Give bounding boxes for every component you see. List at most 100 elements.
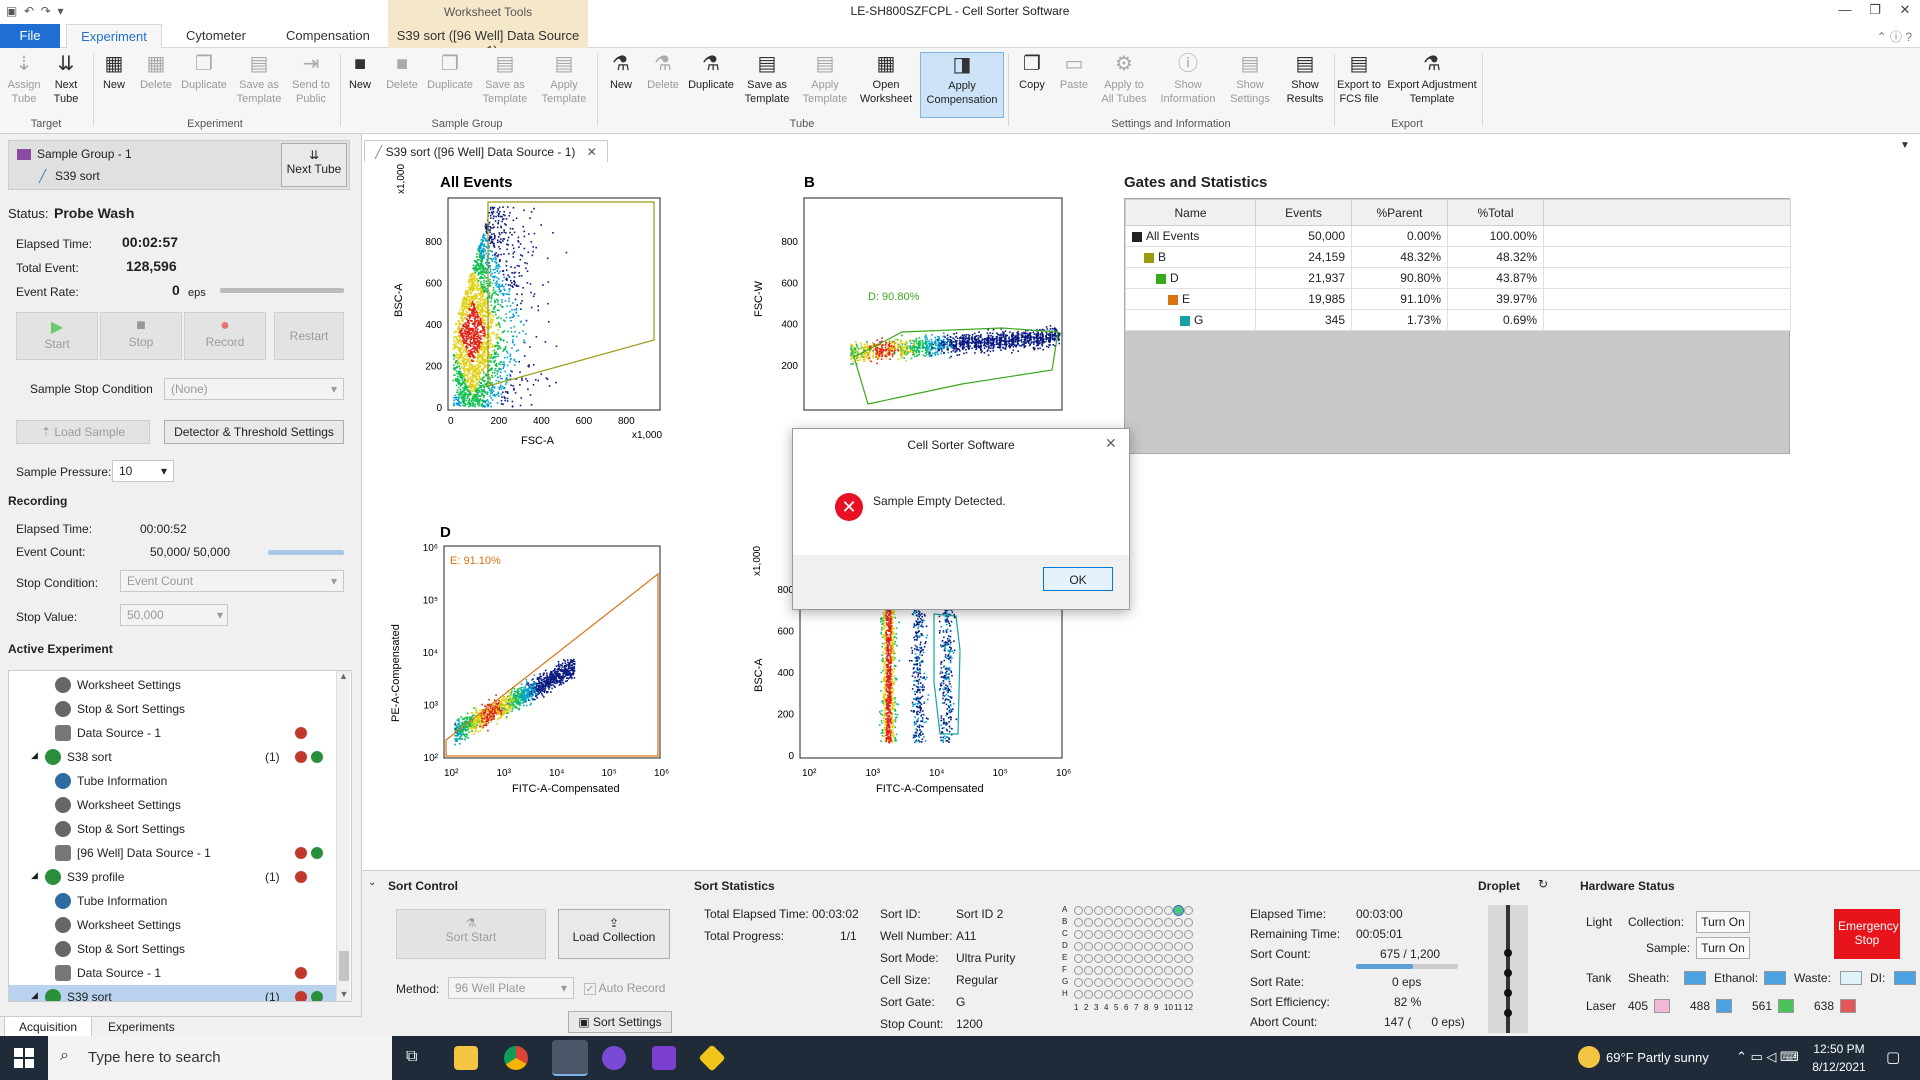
export-fcs-button[interactable]: ▤ Export to FCS file [1336,52,1382,106]
tube-new-button[interactable]: ⚗ New [604,52,638,92]
tree-item[interactable]: ◢ S39 sort (1) [9,985,343,1002]
experiment-save-template-button[interactable]: ▤ Save as Template [234,52,284,106]
event-dot [463,297,465,299]
apply-all-tubes-button[interactable]: ⚙ Apply to All Tubes [1098,52,1150,106]
sample-pressure-select[interactable]: 10 ▾ [112,460,174,482]
tree-item[interactable]: Stop & Sort Settings [9,817,343,841]
experiment-delete-button[interactable]: ▦ Delete [138,52,174,92]
event-dot [974,333,976,335]
scroll-up-icon[interactable]: ▲ [337,671,350,681]
tree-item[interactable]: Stop & Sort Settings [9,697,343,721]
tube-save-template-button[interactable]: ▤ Save as Template [742,52,792,106]
document-tab[interactable]: ╱ S39 sort ([96 Well] Data Source - 1) ✕ [364,140,608,162]
load-sample-button[interactable]: ⇡ Load Sample [16,420,150,444]
close-icon[interactable]: ✕ [1890,2,1920,18]
event-dot [940,343,942,345]
tab-experiments[interactable]: Experiments [98,1020,175,1034]
event-dot [866,343,868,345]
copy-button[interactable]: ❐ Copy [1014,52,1050,92]
restore-icon[interactable]: ❐ [1860,2,1890,18]
sample-group-new-button[interactable]: ■ New [344,52,376,92]
tab-experiment[interactable]: Experiment [66,24,162,48]
tube-delete-button[interactable]: ⚗ Delete [644,52,682,92]
save-icon[interactable]: ▣ [6,4,17,18]
event-dot [955,346,957,348]
tree-item[interactable]: Tube Information [9,769,343,793]
event-dot [472,354,474,356]
event-dot [496,380,498,382]
help-icons[interactable]: ⌃ ⓘ ? [1877,28,1912,45]
rec-stop-condition-select[interactable]: Event Count ▾ [120,570,344,592]
expand-icon[interactable]: ◢ [31,870,38,881]
detector-threshold-button[interactable]: Detector & Threshold Settings [164,420,344,444]
event-dot [547,258,549,260]
tree-item[interactable]: Data Source - 1 [9,721,343,745]
event-dot [977,343,979,345]
tree-item[interactable]: ◢ S39 profile (1) [9,865,343,889]
tree-item[interactable]: Worksheet Settings [9,913,343,937]
next-tube-button[interactable]: ⇊ Next Tube [46,52,86,106]
minimize-icon[interactable]: — [1830,2,1860,18]
expand-icon[interactable]: ◢ [31,990,38,1001]
close-tab-icon[interactable]: ✕ [587,145,597,159]
open-worksheet-button[interactable]: ▦ Open Worksheet [858,52,914,106]
scroll-thumb[interactable] [339,951,349,981]
scroll-down-icon[interactable]: ▼ [337,989,351,999]
fcs-export-icon: ▤ [1346,52,1372,76]
record-button[interactable]: ● Record [184,312,266,360]
show-results-button[interactable]: ▤ Show Results [1280,52,1330,106]
experiment-new-button[interactable]: ▦ New [98,52,130,92]
event-dot [1037,332,1039,334]
tab-file[interactable]: File [0,24,60,48]
tree-item[interactable]: Data Source - 1 [9,961,343,985]
tree-item[interactable]: [96 Well] Data Source - 1 [9,841,343,865]
next-tube-side-button[interactable]: ⇊ Next Tube [281,143,347,187]
event-dot [490,217,492,219]
apply-compensation-button[interactable]: ◨ Apply Compensation [920,52,1004,118]
customize-icon[interactable]: ▾ [57,4,63,18]
event-dot [469,332,471,334]
event-dot [490,339,492,341]
doc-menu-chevron-icon[interactable]: ▼ [1900,140,1910,151]
redo-icon[interactable]: ↷ [41,4,51,18]
sample-group-save-template-button[interactable]: ▤ Save as Template [480,52,530,106]
assign-tube-button[interactable]: ⇣ Assign Tube [6,52,42,106]
tab-worksheet-tools[interactable]: S39 sort ([96 Well] Data Source - 1) [388,24,588,48]
tree-scrollbar[interactable]: ▲ ▼ [336,671,350,1001]
sample-group-duplicate-button[interactable]: ❐ Duplicate [424,52,476,92]
sample-group-apply-template-button[interactable]: ▤ Apply Template [538,52,590,106]
show-information-button[interactable]: ⓘ Show Information [1156,52,1220,106]
expand-icon[interactable]: ◢ [31,750,38,761]
event-dot [472,356,474,358]
paste-button[interactable]: ▭ Paste [1056,52,1092,92]
experiment-duplicate-button[interactable]: ❐ Duplicate [178,52,230,92]
tree-item[interactable]: Worksheet Settings [9,673,343,697]
experiment-send-public-button[interactable]: ⇥ Send to Public [288,52,334,106]
export-adjustment-template-button[interactable]: ⚗ Export Adjustment Template [1386,52,1478,106]
tree-item[interactable]: ◢ S38 sort (1) [9,745,343,769]
tree-item-label: Worksheet Settings [77,918,181,932]
tree-item[interactable]: Stop & Sort Settings [9,937,343,961]
tab-compensation[interactable]: Compensation [272,24,384,48]
tube-duplicate-button[interactable]: ⚗ Duplicate [686,52,736,92]
rec-stop-value-input[interactable]: 50,000 ▾ [120,604,228,626]
plot-b[interactable]: B D: 90.80% 200400600800 FSC-W [753,174,1062,410]
restart-button[interactable]: Restart [274,312,344,360]
tab-acquisition[interactable]: Acquisition [4,1017,92,1038]
tab-cytometer[interactable]: Cytometer [172,24,260,48]
sample-group-delete-button[interactable]: ■ Delete [384,52,420,92]
tree-item[interactable]: Tube Information [9,889,343,913]
plot-d[interactable]: D E: 91.10% 10² 10³ 10⁴ 10⁵ 10⁶10²10³10⁴10⁵1… [390,524,669,795]
plot-all-events[interactable]: All Events 0 200 400 600 8000200400600800 FS… [393,164,662,447]
tube-apply-template-button[interactable]: ▤ Apply Template [800,52,850,106]
sample-stop-condition-select[interactable]: (None) ▾ [164,378,344,400]
event-dot [974,345,976,347]
stop-button[interactable]: ■ Stop [100,312,182,360]
event-dot [501,216,503,218]
event-dot [500,271,502,273]
undo-icon[interactable]: ↶ [24,4,34,18]
show-settings-button[interactable]: ▤ Show Settings [1224,52,1276,106]
event-dot [524,262,526,264]
tree-item[interactable]: Worksheet Settings [9,793,343,817]
start-button[interactable]: ▶ Start [16,312,98,360]
